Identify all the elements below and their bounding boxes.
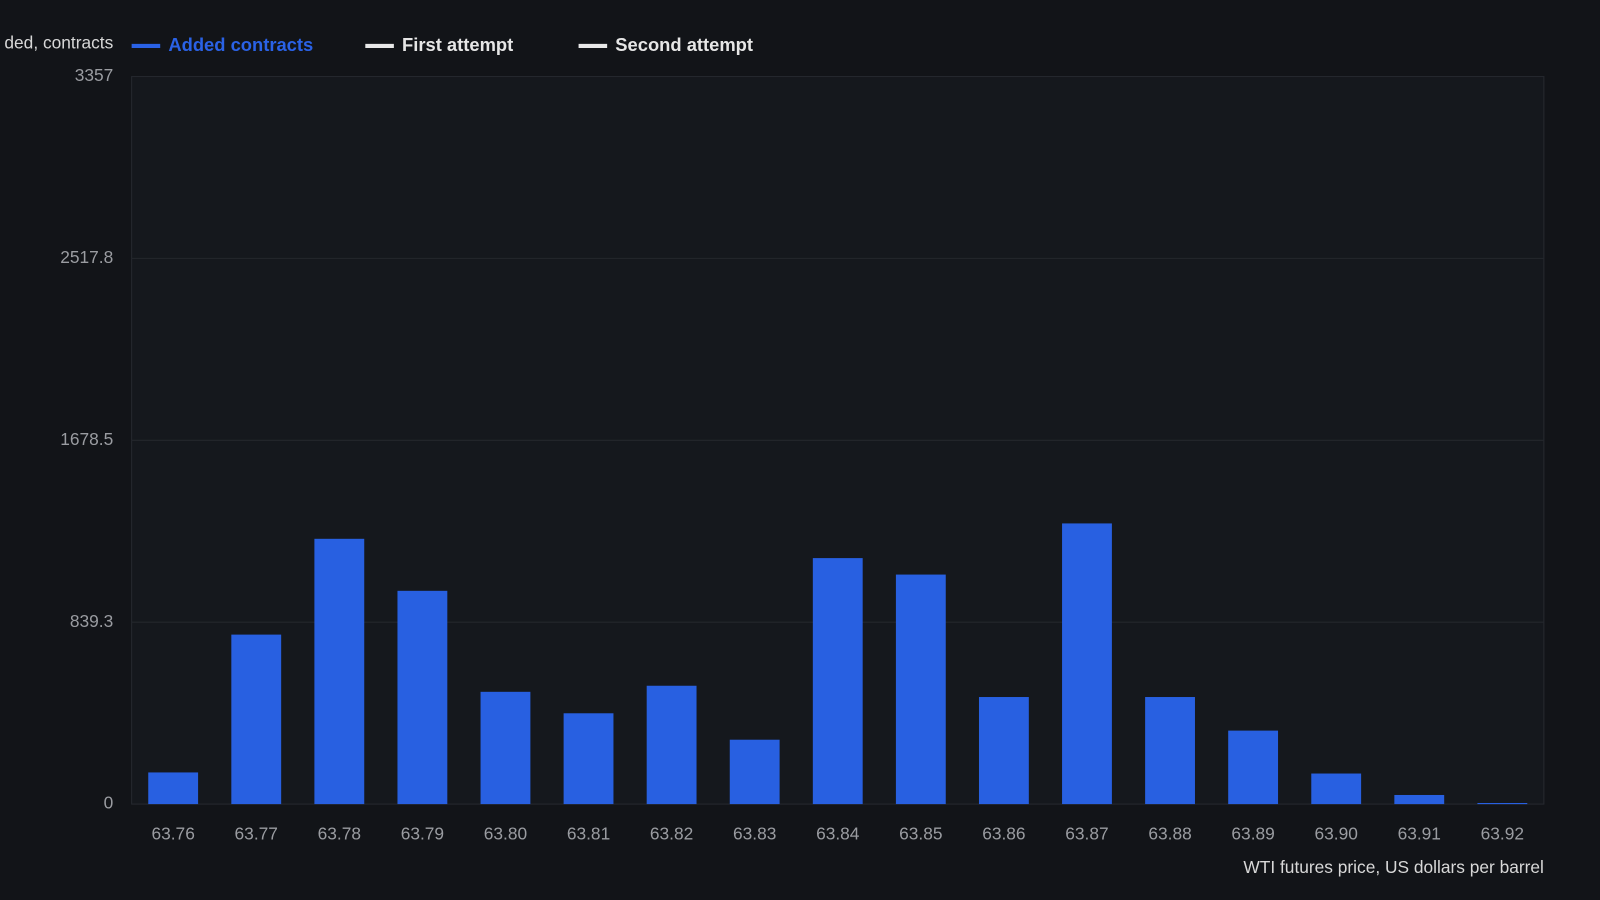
bar — [563, 713, 614, 805]
y-tick-label: 3357 — [75, 65, 114, 85]
y-tick-label: 839.3 — [70, 611, 113, 631]
bar — [895, 574, 946, 805]
x-tick-label: 63.89 — [1231, 823, 1274, 843]
x-tick-label: 63.81 — [567, 823, 610, 843]
y-axis-label: ded, contracts — [4, 32, 113, 52]
legend-label: First attempt — [402, 34, 513, 55]
x-tick-label: 63.83 — [733, 823, 776, 843]
y-tick-label: 1678.5 — [60, 429, 113, 449]
y-tick-label: 2517.8 — [60, 247, 113, 267]
legend-label: Added contracts — [168, 34, 313, 55]
x-tick-label: 63.92 — [1481, 823, 1524, 843]
bar — [1394, 794, 1445, 805]
x-tick-label: 63.86 — [982, 823, 1025, 843]
bar — [231, 634, 282, 805]
bar — [1062, 523, 1112, 805]
bar — [729, 739, 780, 805]
x-tick-label: 63.76 — [151, 823, 194, 843]
x-tick-label: 63.78 — [318, 823, 361, 843]
x-axis-label: WTI futures price, US dollars per barrel — [1243, 857, 1543, 877]
bar — [1477, 802, 1528, 805]
x-tick-label: 63.90 — [1315, 823, 1358, 843]
x-tick-label: 63.85 — [899, 823, 942, 843]
x-tick-label: 63.88 — [1148, 823, 1191, 843]
x-tick-label: 63.84 — [816, 823, 860, 843]
bar — [480, 691, 531, 805]
bar — [978, 697, 1029, 805]
bar — [646, 685, 697, 805]
x-tick-label: 63.82 — [650, 823, 693, 843]
bar — [1311, 773, 1362, 805]
bar — [148, 772, 199, 805]
legend-label: Second attempt — [615, 34, 753, 55]
bar — [812, 558, 863, 805]
x-tick-label: 63.79 — [401, 823, 444, 843]
x-tick-label: 63.87 — [1065, 823, 1108, 843]
x-tick-label: 63.80 — [484, 823, 527, 843]
bar — [397, 590, 448, 805]
bar — [1228, 730, 1279, 805]
x-tick-label: 63.91 — [1398, 823, 1441, 843]
bar — [1145, 697, 1195, 805]
x-tick-label: 63.77 — [235, 823, 278, 843]
y-tick-label: 0 — [104, 793, 114, 813]
bar — [314, 538, 365, 805]
